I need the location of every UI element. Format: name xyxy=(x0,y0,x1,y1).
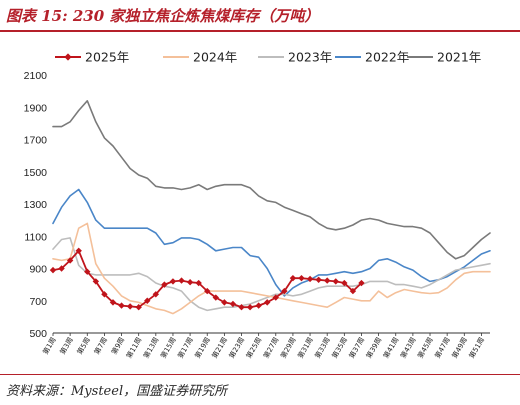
data-point-marker xyxy=(306,275,314,283)
legend-label: 2023年 xyxy=(288,50,332,65)
data-point-marker xyxy=(58,265,65,272)
data-point-marker xyxy=(341,279,348,287)
x-tick-label: 第23周 xyxy=(227,336,246,360)
x-tick-label: 第33周 xyxy=(313,336,332,360)
data-point-marker xyxy=(92,278,100,285)
data-point-marker xyxy=(144,297,151,304)
data-point-marker xyxy=(221,299,228,306)
x-tick-label: 第19周 xyxy=(193,336,212,360)
x-tick-label: 第45周 xyxy=(415,336,434,360)
data-point-marker xyxy=(246,304,254,311)
data-point-marker xyxy=(126,303,134,310)
legend-label: 2024年 xyxy=(193,50,237,65)
legend-label: 2025年 xyxy=(85,50,129,65)
x-tick-label: 第41周 xyxy=(381,336,400,360)
data-point-marker xyxy=(204,287,211,295)
data-point-marker xyxy=(118,302,125,309)
x-tick-label: 第5周 xyxy=(75,336,92,356)
y-tick-label: 700 xyxy=(29,296,47,308)
x-tick-label: 第37周 xyxy=(347,336,366,360)
x-tick-label: 第17周 xyxy=(176,336,195,360)
x-tick-label: 第49周 xyxy=(450,336,469,360)
x-tick-label: 第21周 xyxy=(210,336,229,360)
y-tick-label: 900 xyxy=(29,264,47,276)
y-tick-label: 1500 xyxy=(24,167,48,179)
series-line-2024年 xyxy=(52,222,491,315)
data-point-marker xyxy=(358,279,365,287)
x-tick-label: 第35周 xyxy=(330,336,349,360)
series-lines xyxy=(49,100,491,315)
x-tick-label: 第3周 xyxy=(58,336,75,356)
x-tick-label: 第7周 xyxy=(92,336,109,356)
x-tick-label: 第39周 xyxy=(364,336,383,360)
data-point-marker xyxy=(195,279,202,287)
data-point-marker xyxy=(169,278,177,285)
data-point-marker xyxy=(212,294,220,301)
data-point-marker xyxy=(229,300,237,308)
x-tick-label: 第29周 xyxy=(278,336,297,360)
y-tick-label: 2100 xyxy=(24,70,48,82)
data-point-marker xyxy=(84,268,91,275)
y-tick-label: 1700 xyxy=(24,135,48,147)
data-point-marker xyxy=(152,291,160,298)
y-tick-label: 1100 xyxy=(24,231,47,243)
x-tick-label: 第11周 xyxy=(124,336,143,360)
title-divider xyxy=(0,30,520,32)
x-tick-label: 第13周 xyxy=(141,336,160,360)
x-tick-label: 第25周 xyxy=(244,336,263,360)
source-divider xyxy=(0,374,520,375)
data-point-marker xyxy=(101,291,108,298)
data-point-marker xyxy=(264,299,271,306)
data-point-marker xyxy=(298,274,305,282)
legend-label: 2022年 xyxy=(365,50,409,65)
data-point-marker xyxy=(289,274,297,282)
x-tick-label: 第47周 xyxy=(433,336,452,360)
data-point-marker xyxy=(323,277,331,284)
data-point-marker xyxy=(281,287,288,295)
x-tick-label: 第9周 xyxy=(109,336,126,356)
x-tick-label: 第51周 xyxy=(467,336,486,360)
data-point-marker xyxy=(75,247,82,254)
data-point-marker xyxy=(272,294,279,301)
legend-marker xyxy=(64,53,72,61)
y-tick-label: 1900 xyxy=(24,102,48,114)
y-tick-label: 1300 xyxy=(24,199,48,211)
chart-title: 图表 15: 230 家独立焦企炼焦煤库存（万吨） xyxy=(6,7,320,25)
x-tick-label: 第27周 xyxy=(261,336,280,360)
x-tick-label: 第15周 xyxy=(158,336,177,360)
y-tick-label: 500 xyxy=(29,328,47,340)
data-point-marker xyxy=(349,287,357,295)
data-point-marker xyxy=(255,302,262,309)
series-line-2022年 xyxy=(52,188,491,297)
series-line-2025年 xyxy=(52,249,363,309)
data-point-marker xyxy=(315,276,322,283)
legend-label: 2021年 xyxy=(437,50,481,65)
data-point-marker xyxy=(109,299,117,306)
data-point-marker xyxy=(186,279,194,286)
data-point-marker xyxy=(238,304,245,311)
data-point-marker xyxy=(161,281,168,288)
data-point-marker xyxy=(49,266,57,274)
data-point-marker xyxy=(66,257,74,264)
x-tick-label: 第31周 xyxy=(296,336,315,360)
x-tick-label: 第43周 xyxy=(398,336,417,360)
legend: 2025年 2024年 2023年 2022年 2021年 xyxy=(55,50,481,65)
series-line-2021年 xyxy=(52,100,491,260)
data-point-marker xyxy=(178,277,185,284)
data-point-marker xyxy=(332,278,339,285)
source-note: 资料来源：Mysteel，国盛证券研究所 xyxy=(6,384,228,399)
data-point-marker xyxy=(135,304,142,311)
